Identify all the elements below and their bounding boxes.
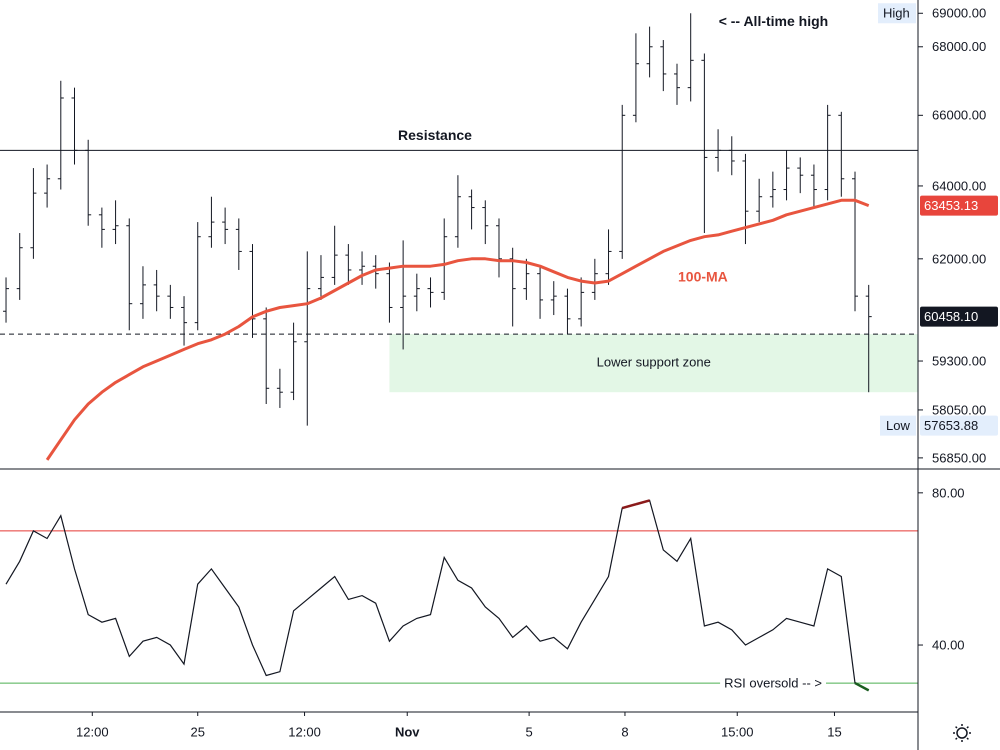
settings-icon[interactable] (953, 724, 971, 742)
moving-average-label: 100-MA (678, 269, 728, 285)
price-marker: 60458.10 (924, 309, 978, 324)
x-tick-label: 15:00 (721, 724, 754, 739)
resistance-label: Resistance (398, 127, 472, 143)
price-marker: 63453.13 (924, 198, 978, 213)
y-tick-label: 66000.00 (932, 108, 986, 123)
y-tick-label: 68000.00 (932, 39, 986, 54)
y-tick-label: 64000.00 (932, 178, 986, 193)
support-zone-label: Lower support zone (597, 355, 711, 370)
rsi-zone-segment (854, 681, 870, 692)
y-tick-label: 59300.00 (932, 353, 986, 368)
oversold-label: RSI oversold -- > (724, 676, 822, 691)
x-tick-label: 12:00 (288, 724, 321, 739)
low-label: Low (886, 418, 910, 433)
x-tick-label: 8 (621, 724, 628, 739)
x-tick-label: 25 (190, 724, 204, 739)
rsi-zone-segment (635, 499, 650, 506)
x-tick-label: Nov (395, 724, 420, 739)
support-zone (389, 334, 918, 393)
rsi-zone-segment (621, 503, 637, 510)
low-box (880, 415, 916, 436)
low-value-label: 57653.88 (924, 418, 978, 433)
high-box (878, 3, 916, 24)
y-tick-label: 56850.00 (932, 450, 986, 465)
all-time-high-label: < -- All-time high (719, 13, 829, 29)
x-tick-label: 15 (827, 724, 841, 739)
y-tick-label: 40.00 (932, 637, 965, 652)
low-value-label-box (920, 415, 998, 436)
x-tick-label: 12:00 (76, 724, 109, 739)
oversold-label-bg (720, 675, 826, 691)
x-tick-label: 5 (525, 724, 532, 739)
y-tick-label: 62000.00 (932, 251, 986, 266)
high-label: High (883, 6, 910, 21)
y-tick-label: 58050.00 (932, 402, 986, 417)
y-tick-label: 80.00 (932, 485, 965, 500)
price-marker-box (920, 306, 998, 327)
y-tick-label: 69000.00 (932, 6, 986, 21)
moving-average (45, 198, 870, 461)
price-marker-box (920, 195, 998, 216)
rsi-line (5, 499, 869, 691)
